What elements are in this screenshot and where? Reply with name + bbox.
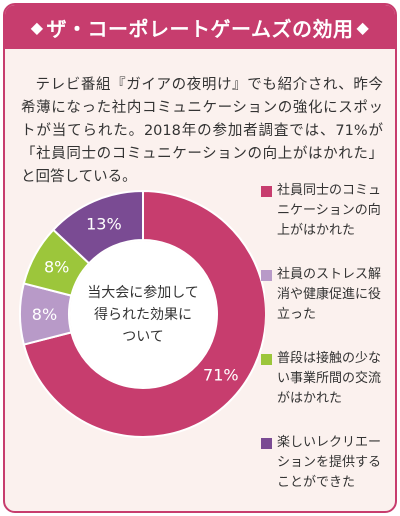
legend-swatch <box>261 270 272 281</box>
slice-value-label: 8% <box>44 258 69 277</box>
center-label-line: ついて <box>122 329 164 345</box>
legend-label-line: い事業所間の交流 <box>277 371 382 386</box>
donut-slice-4 <box>51 189 144 265</box>
center-label-line: 当大会に参加して <box>87 284 199 301</box>
diamond-icon: ◆ <box>30 17 44 37</box>
legend-label-line: ニケーションの向 <box>277 203 381 218</box>
donut-center <box>70 241 216 387</box>
legend-item: 社員同士のコミュ ニケーションの向 上がはかれた <box>261 181 389 265</box>
slice-value-label: 71% <box>203 365 239 384</box>
legend-item: 楽しいレクリエー ションを提供する ことができた <box>261 433 389 511</box>
chart-legend: 社員同士のコミュ ニケーションの向 上がはかれた 社員のストレス解 消や健康促進に役 立っ… <box>261 181 389 511</box>
legend-item: 社員のストレス解 消や健康促進に役 立った <box>261 265 389 349</box>
legend-label-line: がはかれた <box>277 391 343 406</box>
slice-value-label: 13% <box>86 215 122 234</box>
legend-swatch <box>261 438 272 449</box>
legend-label-line: 社員のストレス解 <box>277 267 382 282</box>
slice-value-label: 8% <box>32 305 57 324</box>
center-label-line: 得られた効果に <box>94 306 192 323</box>
legend-swatch <box>261 186 272 197</box>
legend-swatch <box>261 354 272 365</box>
header-bar: ◆ ザ・コーポレートゲームズの効用 ◆ <box>5 5 395 49</box>
legend-label-line: 上がはかれた <box>277 223 356 238</box>
header-title: ザ・コーポレートゲームズの効用 <box>46 16 354 41</box>
donut-slice-1 <box>22 189 265 438</box>
legend-label-line: ションを提供する <box>277 455 382 470</box>
legend-label-line: 社員同士のコミュ <box>277 183 382 198</box>
diamond-icon: ◆ <box>356 17 370 37</box>
legend-label-line: 立った <box>277 307 317 322</box>
infographic-card: ◆ ザ・コーポレートゲームズの効用 ◆ テレビ番組『ガイアの夜明け』でも紹介され… <box>3 3 397 513</box>
legend-label-line: 普段は接触の少な <box>277 351 382 366</box>
legend-label-line: 消や健康促進に役 <box>277 287 382 302</box>
legend-label-line: ことができた <box>277 475 356 490</box>
legend-label-line: 楽しいレクリエー <box>277 435 382 450</box>
legend-item: 普段は接触の少な い事業所間の交流 がはかれた <box>261 349 389 433</box>
intro-text: テレビ番組『ガイアの夜明け』でも紹介され、昨今希薄になった社内コミュニケーション… <box>21 76 383 185</box>
